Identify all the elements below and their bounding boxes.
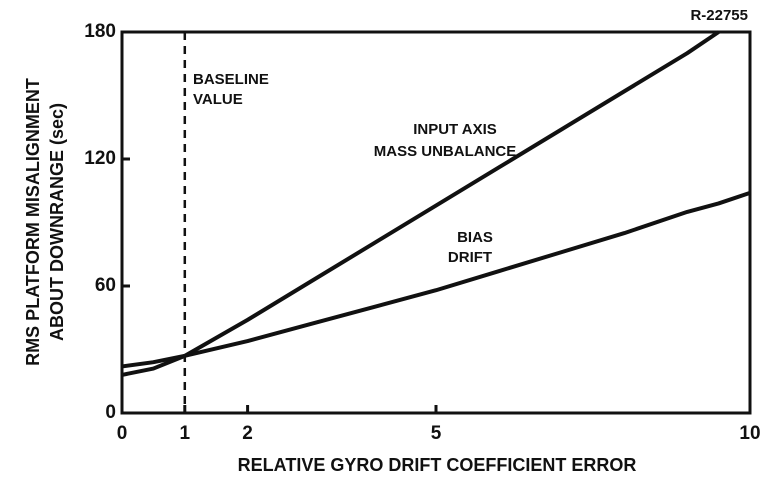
annotation: BASELINE bbox=[193, 71, 269, 88]
series-label: DRIFT bbox=[448, 249, 492, 266]
x-tick-label: 2 bbox=[242, 423, 253, 444]
y-tick-label: 120 bbox=[84, 148, 116, 169]
series-label: BIAS bbox=[457, 229, 493, 246]
y-tick-label: 0 bbox=[105, 402, 116, 423]
x-tick-label: 5 bbox=[431, 423, 442, 444]
x-tick-label: 0 bbox=[117, 423, 128, 444]
y-axis-label: ABOUT DOWNRANGE (sec) bbox=[47, 103, 67, 341]
series-line bbox=[121, 190, 751, 369]
series-label: MASS UNBALANCE bbox=[374, 143, 517, 160]
x-tick-label: 10 bbox=[739, 423, 760, 444]
y-tick-label: 60 bbox=[95, 275, 116, 296]
x-axis-label: RELATIVE GYRO DRIFT COEFFICIENT ERROR bbox=[238, 455, 637, 475]
chart-title: R-22755 bbox=[690, 7, 748, 24]
y-tick-label: 180 bbox=[84, 21, 116, 42]
y-axis-label: RMS PLATFORM MISALIGNMENT bbox=[23, 78, 43, 366]
x-tick-label: 1 bbox=[180, 423, 191, 444]
annotation: VALUE bbox=[193, 91, 243, 108]
series-label: INPUT AXIS bbox=[413, 121, 497, 138]
